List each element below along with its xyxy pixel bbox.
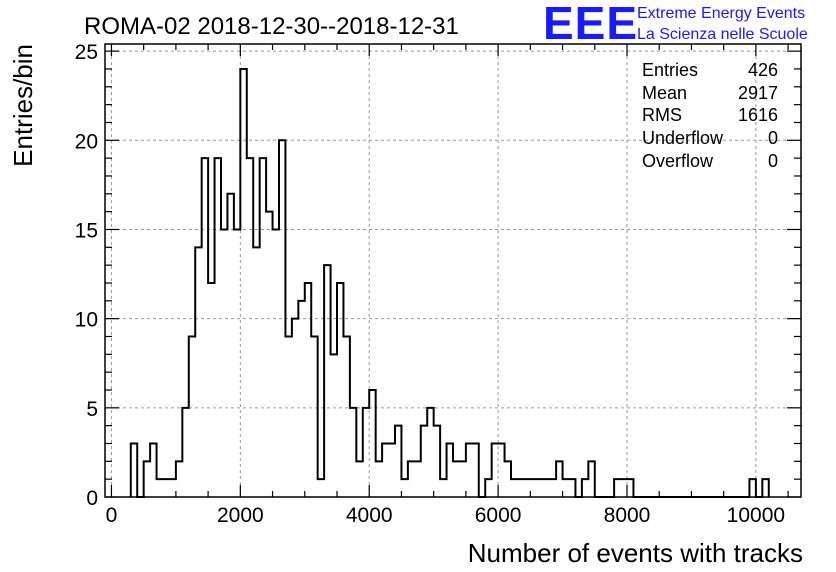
x-tick-label: 6000 — [475, 504, 522, 527]
logo-line-2: La Scienza nelle Scuole — [637, 26, 808, 43]
stats-overflow-label: Overflow — [642, 151, 714, 171]
y-tick-label: 15 — [75, 219, 98, 242]
eee-logo: EEE Extreme Energy Events La Scienza nel… — [543, 0, 808, 49]
stats-entries-label: Entries — [642, 60, 698, 80]
y-tick-label: 5 — [86, 398, 98, 421]
y-tick-label: 0 — [86, 487, 98, 510]
stats-overflow-value: 0 — [768, 151, 778, 171]
stats-entries-value: 426 — [748, 60, 778, 80]
chart-title: ROMA-02 2018-12-30--2018-12-31 — [84, 13, 459, 40]
x-tick-label: 8000 — [604, 504, 651, 527]
stats-mean-value: 2917 — [738, 83, 778, 103]
stats-box: Entries 426 Mean 2917 RMS 1616 Underflow… — [642, 60, 778, 171]
stats-underflow-value: 0 — [768, 128, 778, 148]
y-tick-label: 10 — [75, 309, 98, 332]
x-tick-label: 10000 — [727, 504, 785, 527]
y-axis-label: Entries/bin — [8, 44, 38, 167]
x-tick-labels: 0 2000 4000 6000 8000 10000 — [106, 504, 785, 527]
y-tick-labels: 0 5 10 15 20 25 — [75, 41, 98, 510]
logo-mark: EEE — [543, 0, 638, 49]
x-tick-label: 4000 — [346, 504, 393, 527]
y-tick-label: 20 — [75, 130, 98, 153]
logo-line-1: Extreme Energy Events — [637, 5, 805, 22]
stats-rms-value: 1616 — [738, 105, 778, 125]
x-tick-label: 2000 — [217, 504, 264, 527]
y-tick-label: 25 — [75, 41, 98, 64]
x-axis-label: Number of events with tracks — [468, 538, 803, 568]
grid-lines — [105, 44, 801, 497]
x-tick-label: 0 — [106, 504, 118, 527]
stats-mean-label: Mean — [642, 83, 687, 103]
axis-ticks — [105, 44, 801, 498]
histogram-line — [129, 67, 770, 498]
plot-frame — [104, 43, 802, 498]
stats-underflow-label: Underflow — [642, 128, 724, 148]
stats-rms-label: RMS — [642, 105, 682, 125]
